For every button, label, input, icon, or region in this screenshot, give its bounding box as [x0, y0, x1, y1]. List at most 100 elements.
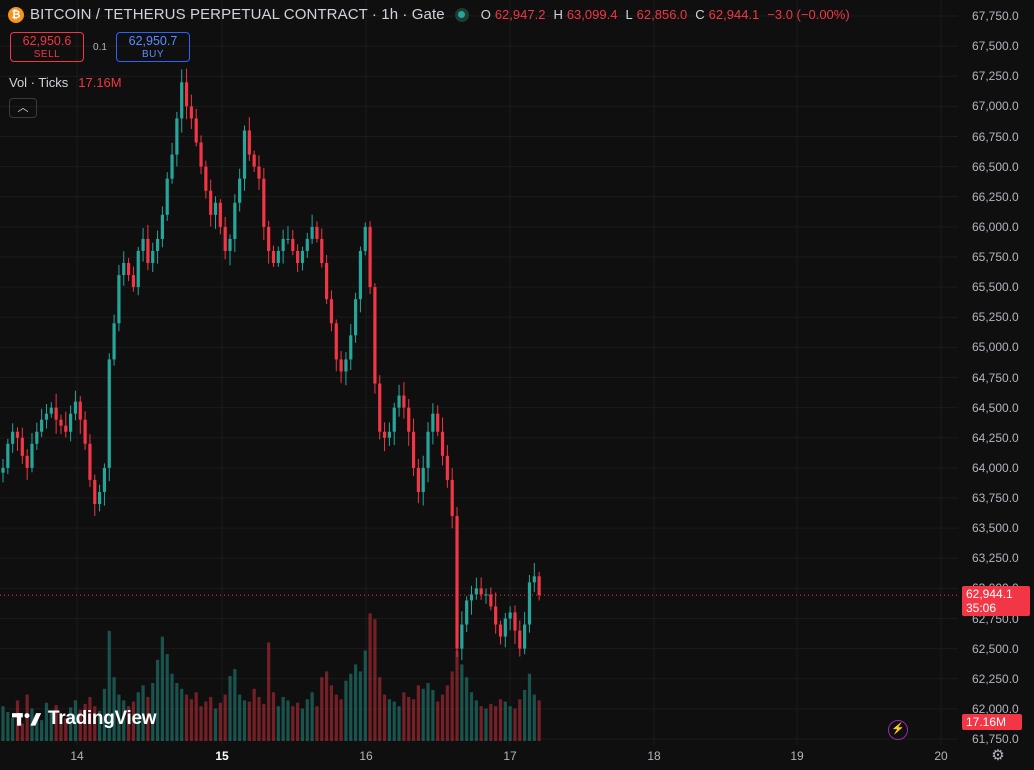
- volume-bar: [474, 700, 478, 741]
- volume-bar: [296, 702, 300, 741]
- volume-bar: [165, 654, 169, 741]
- volume-bar: [160, 636, 164, 741]
- volume-bar: [247, 701, 251, 741]
- tradingview-logo[interactable]: TradingView: [12, 708, 157, 730]
- volume-bar: [416, 685, 420, 741]
- price-tick-label: 67,000.0: [972, 99, 1019, 114]
- candle-body: [537, 576, 541, 596]
- candle-body: [281, 238, 285, 251]
- volume-bar: [83, 703, 87, 741]
- volume-bar: [204, 701, 208, 741]
- candle-body: [88, 443, 92, 480]
- change-value: −3.0 (−0.00%): [767, 7, 850, 22]
- price-tick-label: 65,750.0: [972, 250, 1019, 264]
- candle-body: [460, 624, 464, 649]
- price-axis[interactable]: 67,750.0 67,500.0 67,250.0 67,000.0 66,750.0…: [958, 0, 1034, 746]
- volume-bar: [339, 699, 343, 741]
- price-tick-label: 63,250.0: [972, 551, 1019, 566]
- candle-body: [252, 154, 256, 167]
- volume-bar: [344, 680, 348, 741]
- volume-bar: [373, 619, 377, 741]
- ohlc-readout: O 62,947.2 H 63,099.4 L 62,856.0 C 62,944.1 …: [481, 7, 854, 22]
- candle-body: [93, 479, 97, 505]
- candle-body: [325, 263, 329, 300]
- volume-bar: [1, 706, 5, 741]
- trade-panel: 62,950.6 SELL 0.1 62,950.7 BUY: [10, 32, 190, 62]
- candle-body: [194, 118, 198, 143]
- volume-bar: [175, 683, 179, 741]
- volume-label: Vol · Ticks: [9, 75, 69, 90]
- candle-body: [368, 226, 372, 288]
- candle-body: [494, 606, 498, 625]
- candle-body: [165, 178, 169, 215]
- volume-legend[interactable]: Vol · Ticks 17.16M: [9, 75, 122, 90]
- volume-bar: [387, 699, 391, 741]
- volume-bar: [489, 703, 493, 741]
- candle-body: [305, 238, 309, 251]
- volume-bar: [64, 717, 68, 741]
- high-value: 63,099.4: [566, 7, 618, 22]
- volume-bar: [151, 683, 155, 741]
- volume-bar: [213, 708, 218, 741]
- bitcoin-icon[interactable]: ₿: [8, 6, 24, 23]
- candle-body: [262, 178, 266, 227]
- volume-bar: [378, 677, 382, 741]
- price-tick-label: 67,250.0: [972, 69, 1019, 84]
- price-tick-label: 62,250.0: [972, 671, 1019, 686]
- time-axis[interactable]: 14 15 16 17 18 19 20: [0, 745, 958, 770]
- candle-body: [518, 630, 522, 649]
- symbol-title[interactable]: BITCOIN / TETHERUS PERPETUAL CONTRACT · …: [30, 6, 445, 23]
- candle-body: [373, 287, 377, 384]
- lightning-icon[interactable]: ⚡: [888, 720, 908, 740]
- candle-body: [411, 431, 416, 468]
- candle-body: [11, 431, 15, 444]
- candle-body: [122, 263, 126, 276]
- volume-bar: [320, 677, 324, 741]
- volume-bar: [88, 696, 92, 741]
- candle-body: [170, 154, 174, 179]
- volume-bar: [189, 699, 193, 741]
- candle-body: [271, 250, 276, 264]
- collapse-legend-button[interactable]: ︿: [9, 98, 37, 118]
- symbol-header: ₿ BITCOIN / TETHERUS PERPETUAL CONTRACT …: [8, 6, 854, 23]
- candle-body: [267, 226, 271, 251]
- candle-body: [228, 238, 232, 251]
- volume-bar: [460, 664, 464, 741]
- volume-bar: [513, 708, 517, 741]
- volume-bar: [6, 712, 10, 741]
- candle-body: [503, 618, 507, 637]
- volume-bar: [54, 705, 58, 741]
- candle-body: [184, 82, 189, 107]
- volume-bar: [262, 703, 266, 741]
- time-tick-label: 18: [647, 749, 661, 763]
- price-tick-label: 64,000.0: [972, 460, 1019, 475]
- volume-bar: [537, 700, 541, 741]
- candle-body: [508, 612, 512, 619]
- price-tick-label: 67,750.0: [972, 9, 1019, 23]
- volume-bar: [532, 694, 536, 741]
- market-status-icon[interactable]: [454, 7, 469, 22]
- candle-body: [344, 359, 348, 372]
- price-tick-label: 65,000.0: [972, 340, 1019, 355]
- volume-bar: [281, 696, 285, 741]
- volume-bar: [218, 702, 222, 741]
- candlestick-chart[interactable]: [0, 0, 958, 745]
- sell-button[interactable]: 62,950.6 SELL: [10, 32, 84, 62]
- candle-body: [397, 395, 401, 408]
- price-tick-label: 62,000.0: [972, 701, 1019, 716]
- buy-price: 62,950.7: [128, 34, 178, 48]
- volume-bar: [484, 708, 488, 741]
- time-tick-label: 16: [359, 749, 373, 763]
- price-tick-label: 64,750.0: [972, 370, 1019, 385]
- volume-bar: [407, 696, 411, 741]
- volume-bar: [325, 671, 329, 741]
- settings-gear-icon[interactable]: ⚙: [991, 747, 1005, 764]
- candle-body: [54, 407, 58, 420]
- buy-button[interactable]: 62,950.7 BUY: [116, 32, 190, 62]
- candle-body: [349, 335, 353, 360]
- candle-body: [238, 178, 242, 203]
- volume-bar: [155, 659, 160, 741]
- volume-bar: [199, 706, 203, 741]
- price-tick-label: 67,500.0: [972, 39, 1019, 54]
- candle-body: [59, 419, 63, 426]
